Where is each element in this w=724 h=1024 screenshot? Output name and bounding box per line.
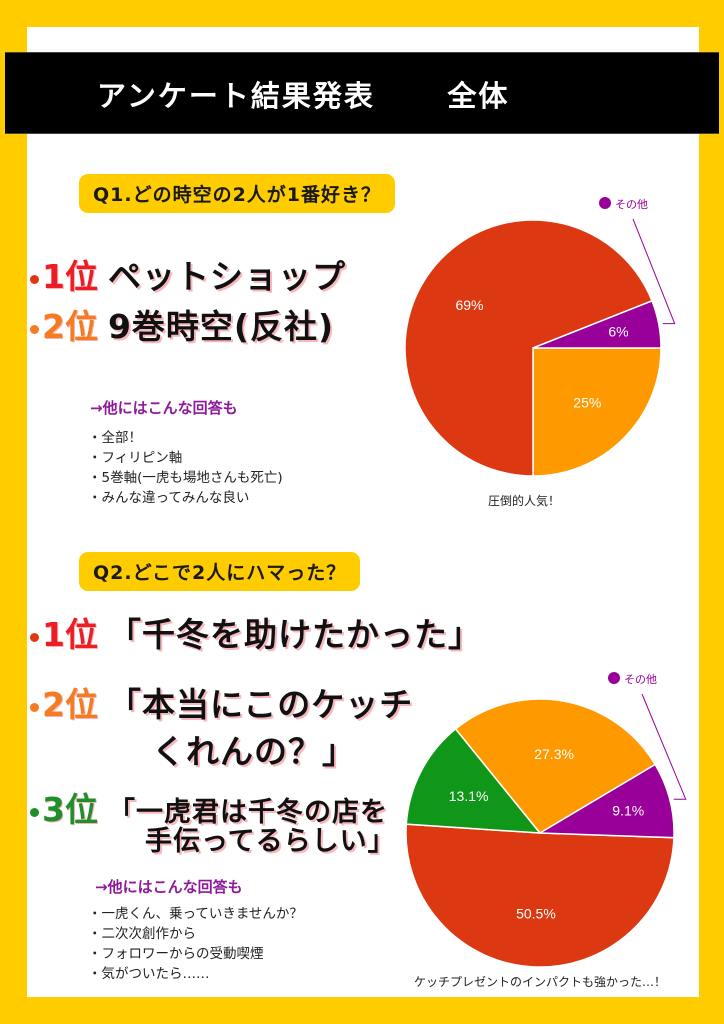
list-item: 気がついたら…… [88,964,303,984]
legend-leader-line [641,693,687,800]
banner-scope: 全体 [447,79,510,113]
q2-rank-1: 1位 「千冬を助けたかった」 [30,618,482,651]
q1-others-heading: →他にはこんな回答も [90,399,238,417]
q1-chart-caption: 圧倒的人気！ [488,494,561,508]
legend-dot-icon [599,197,611,209]
legend-dot-icon [608,672,620,684]
pie-slice [405,727,542,834]
q2-pie-chart: 50.5% 13.1% 27.3% 9.1% その他 [405,672,687,968]
bullet-dot-icon [30,325,39,334]
pie-slice [537,763,675,839]
bullet-dot-icon [30,275,39,284]
bullet-dot-icon [30,808,39,817]
q1-rank-2: 2位 9巻時空(反社) [30,310,334,343]
list-item: 全部！ [88,428,283,448]
legend-label: その他 [624,673,657,686]
pie-slice-label: 13.1% [449,788,489,804]
title-banner: アンケート結果発表 全体 [5,52,719,134]
pie-slice-label: 27.3% [534,746,574,762]
q2-rank-3-line2: 手伝ってるらしい」 [145,826,396,857]
list-item: 一虎くん、乗っていきませんか？ [88,904,303,924]
list-item: フォロワーからの受動喫煙 [88,944,303,964]
pie-slice-label: 9.1% [612,802,644,818]
pie-slice [404,219,653,477]
pie-slice-label: 50.5% [516,905,556,921]
pie-slice [454,698,657,834]
pie-slice [405,823,675,968]
pie-slice [532,347,662,477]
pie-slice-label: 6% [608,324,628,340]
q1-question: Q1.どの時空の2人が1番好き？ [79,174,396,213]
bullet-dot-icon [30,703,39,712]
q2-chart-caption: ケッチプレゼントのインパクトも強かった…！ [414,975,667,989]
pie-slice-label: 69% [455,297,483,313]
list-item: みんな違ってみんな良い [88,488,283,508]
q1-rank-1: 1位 ペットショップ [30,260,346,293]
q1-pie-chart: 25% 69% 6% その他 [404,197,676,477]
q2-rank-3: 3位 「一虎君は千冬の店を [30,793,388,826]
q2-others-list: 一虎くん、乗っていきませんか？ 二次次創作から フォロワーからの受動喫煙 気がつ… [88,904,303,984]
legend-leader-line [632,218,676,325]
legend-label: その他 [615,198,648,211]
list-item: 二次次創作から [88,924,303,944]
banner-title: アンケート結果発表 全体 [97,79,510,113]
q2-question: Q2.どこで2人にハマった？ [79,552,361,591]
q2-rank-2-line2: くれんの？」 [152,732,356,771]
list-item: フィリピン軸 [88,448,283,468]
q2-rank-2: 2位 「本当にこのケッチ [30,688,413,721]
pie-slice [532,299,662,349]
bullet-dot-icon [30,633,39,642]
q2-others-heading: →他にはこんな回答も [95,878,243,896]
list-item: 5巻軸(一虎も場地さんも死亡) [88,468,283,488]
q1-others-list: 全部！ フィリピン軸 5巻軸(一虎も場地さんも死亡) みんな違ってみんな良い [88,428,283,508]
pie-slice-label: 25% [573,394,601,410]
